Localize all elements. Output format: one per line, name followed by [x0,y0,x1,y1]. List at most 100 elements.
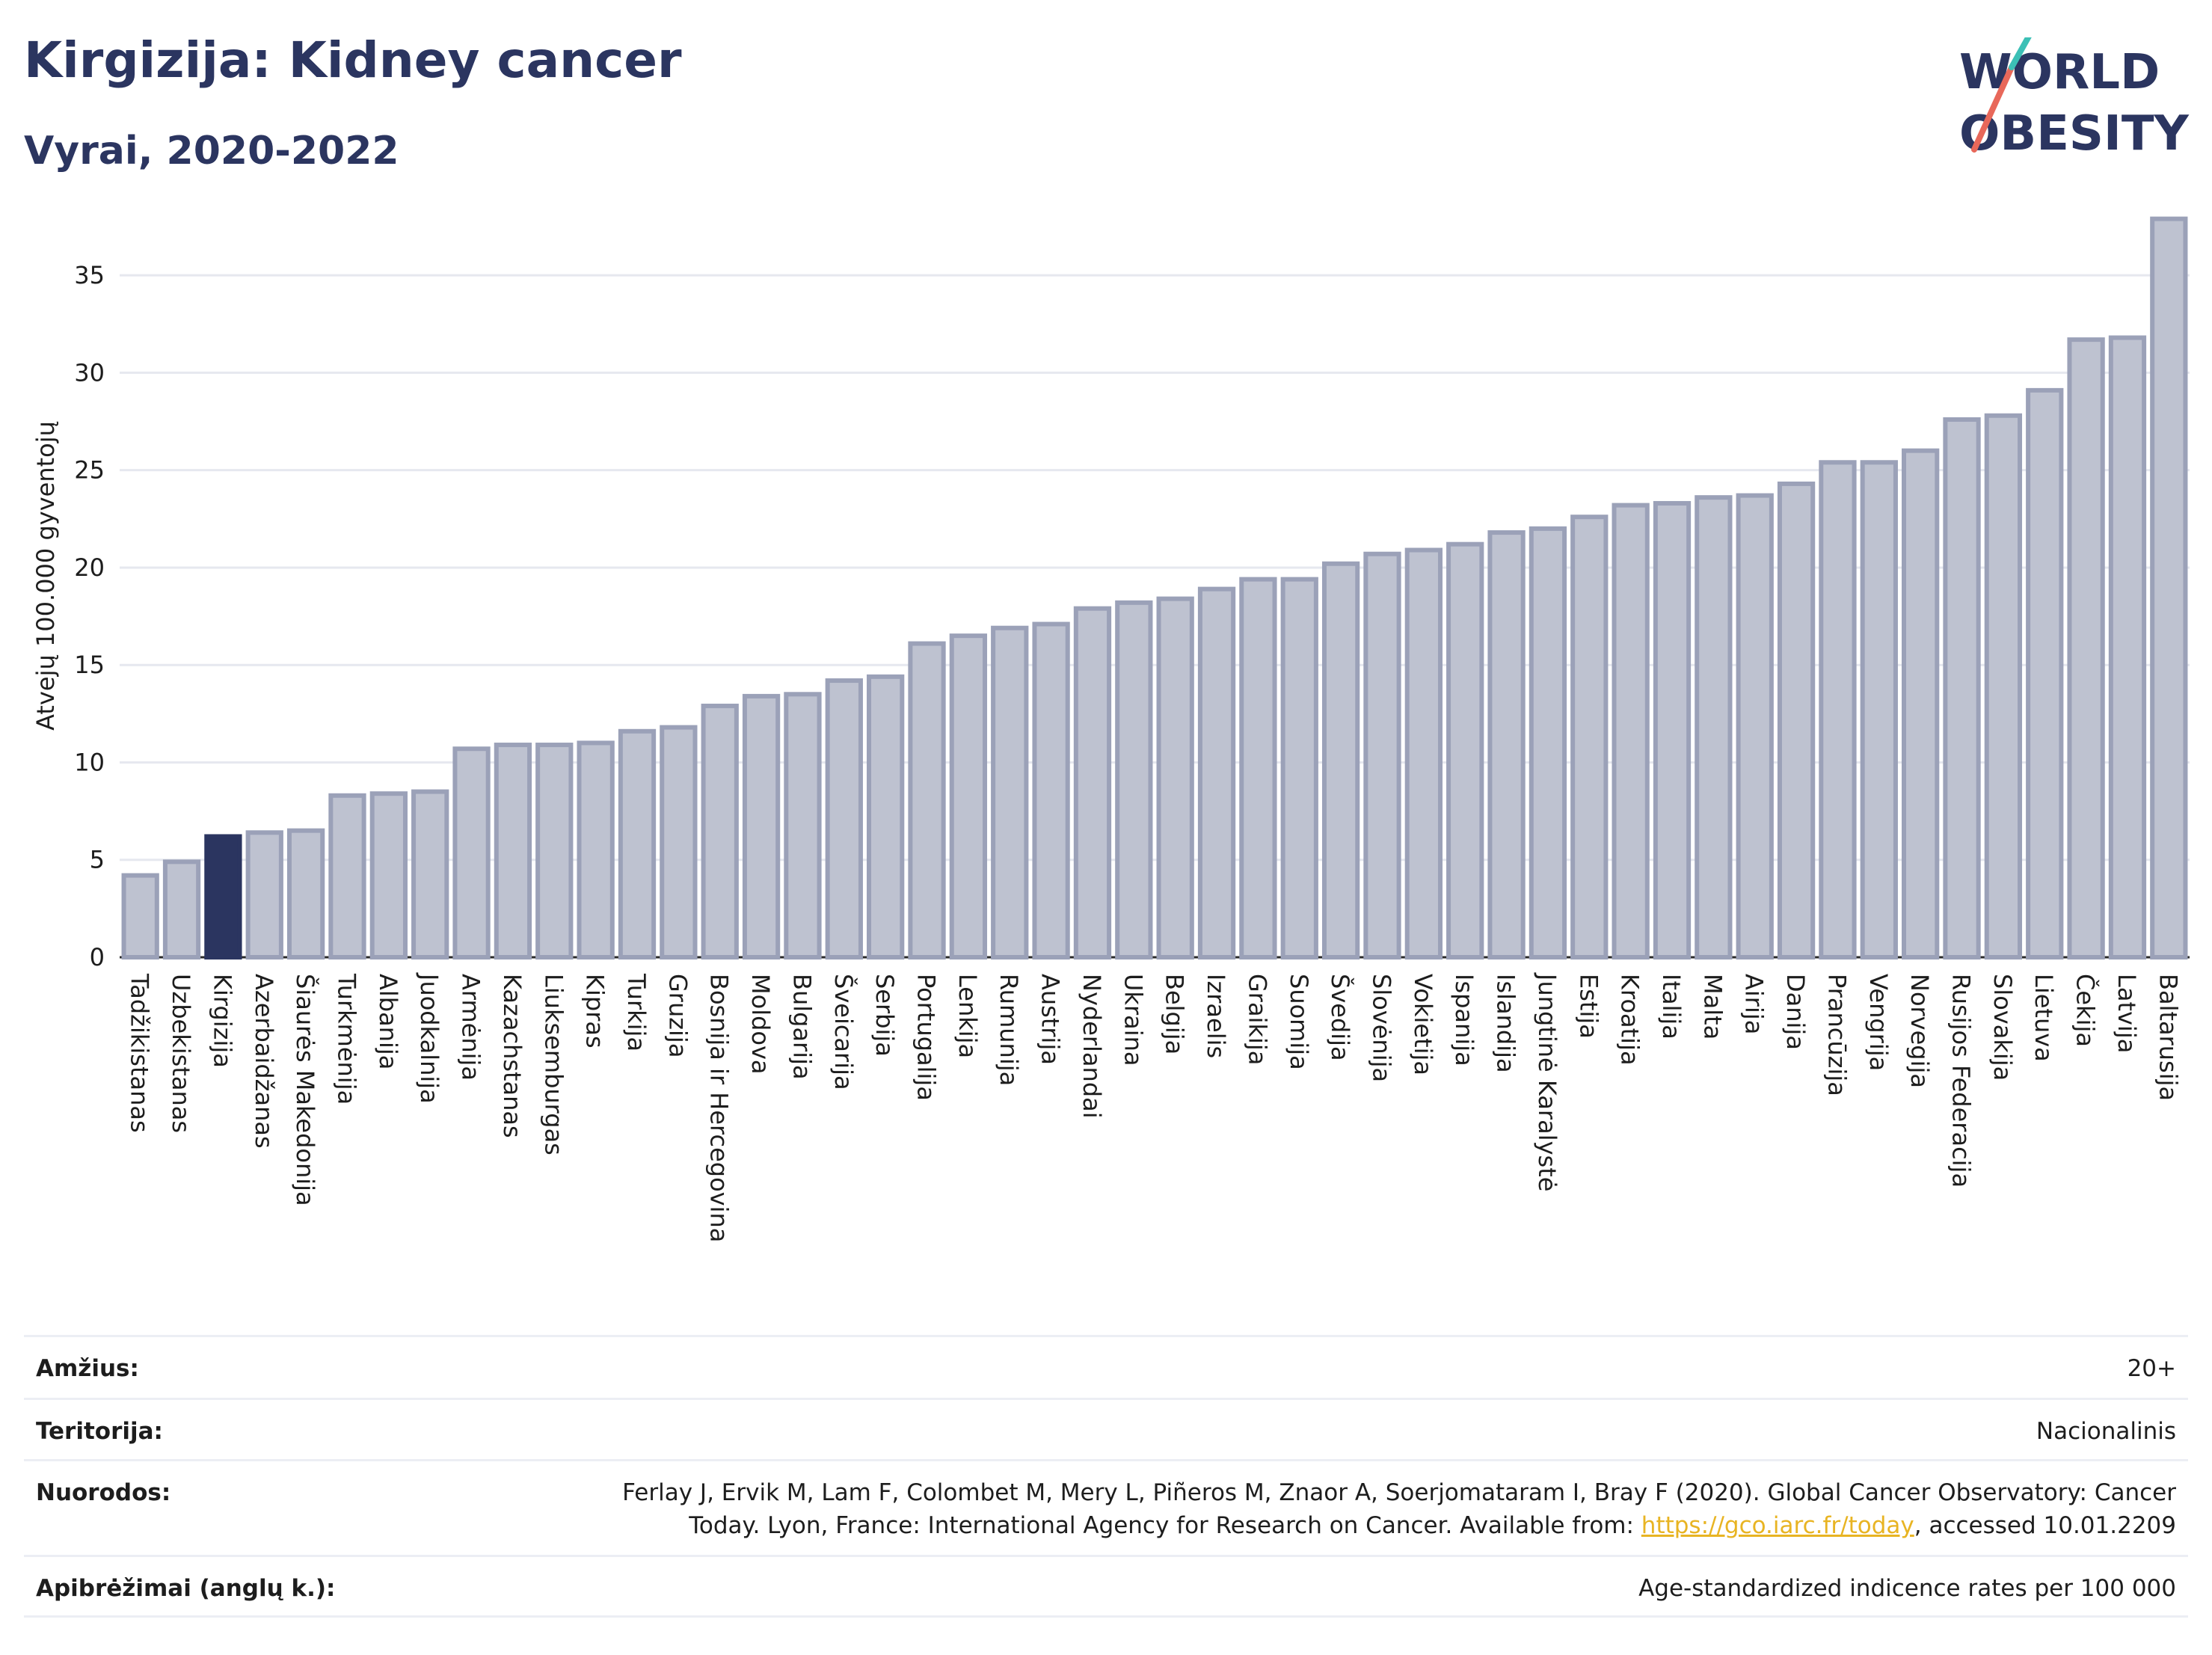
x-tick-label: Azerbaidžanas [250,974,278,1149]
bar [1570,515,1609,959]
bar [825,678,863,959]
x-tick-label: Ukraina [1119,974,1147,1066]
world-obesity-logo: WORLD OBESITY [1959,37,2189,162]
bar [411,789,449,959]
x-tick-label: Nyderlandai [1078,974,1106,1119]
bar [245,830,283,960]
bar [2026,387,2064,959]
bar [1156,596,1194,959]
page-subtitle: Vyrai, 2020-2022 [24,129,399,174]
bar [1860,460,1898,959]
references-line-2: Today. Lyon, France: International Agenc… [381,1509,2176,1542]
bar [1073,606,1112,959]
bar [618,728,657,960]
bar [867,674,905,959]
x-tick-label: Bulgarija [787,974,816,1080]
y-tick-label: 25 [74,456,105,485]
bar [1695,495,1733,959]
x-tick-label: Šiaurės Makedonija [291,974,320,1206]
definitions-label: Apibrėžimai (anglų k.): [36,1575,336,1602]
x-tick-label: Lietuva [2030,974,2058,1062]
x-tick-label: Šveicarija [829,974,858,1090]
metadata-table: Amžius: 20+ Teritorija: Nacionalinis Nuo… [24,1335,2188,1618]
bar [1612,503,1650,959]
x-tick-label: Austrija [1036,974,1065,1065]
x-tick-label: Rumunija [995,974,1023,1086]
bar [162,859,201,960]
bar [701,703,739,960]
bar [577,740,615,960]
references-label: Nuorodos: [36,1479,171,1506]
references-text: Today. Lyon, France: International Agenc… [689,1512,1641,1539]
meta-row-territory: Teritorija: Nacionalinis [24,1398,2188,1459]
x-tick-label: Vengrija [1864,974,1893,1071]
x-tick-label: Danija [1781,974,1810,1050]
bar [2067,337,2105,959]
bar [1529,526,1567,959]
x-tick-label: Čekija [2071,974,2101,1047]
territory-value: Nacionalinis [2036,1418,2176,1445]
bar [535,743,574,959]
territory-label: Teritorija: [36,1418,163,1445]
y-tick-label: 5 [90,846,105,874]
x-tick-label: Belgija [1161,974,1189,1054]
bar [1653,500,1692,959]
bar [1777,481,1816,959]
age-value: 20+ [2127,1355,2176,1382]
x-tick-label: Moldova [746,974,775,1075]
age-label: Amžius: [36,1355,139,1382]
bars [121,216,2188,960]
bar [452,746,491,959]
references-value: Ferlay J, Ervik M, Lam F, Colombet M, Me… [381,1476,2176,1542]
meta-row-age: Amžius: 20+ [24,1335,2188,1398]
x-tick-label: Airija [1740,974,1769,1034]
y-tick-label: 35 [74,261,105,289]
x-tick-labels: Tadžikistanas Uzbekistanas Kirgizija Azerba… [126,972,2183,1242]
bar [1239,577,1277,959]
x-tick-label: Graikija [1243,974,1271,1065]
bar [1446,541,1484,959]
y-tick-label: 0 [90,943,105,971]
bar [742,693,781,959]
definitions-value: Age-standardized indicence rates per 100… [1638,1575,2176,1602]
bar [2108,335,2147,959]
x-tick-label: Norvegija [1905,974,1934,1088]
x-tick-label: Baltarusija [2154,974,2182,1101]
bar [1115,600,1153,959]
bar [369,791,408,959]
bar [1197,586,1236,960]
x-tick-label: Lenkija [953,974,982,1058]
svg-text:OBESITY: OBESITY [1959,106,2189,162]
x-tick-label: Islandija [1492,974,1520,1073]
x-tick-label: Prancūzija [1822,974,1851,1096]
x-tick-label: Estija [1574,974,1603,1039]
x-tick-label: Malta [1698,974,1727,1040]
bar [1819,460,1857,959]
bar [1363,551,1401,959]
bar [1736,493,1774,959]
y-tick-label: 10 [74,748,105,776]
x-tick-label: Italija [1657,974,1686,1040]
x-tick-label: Kipras [581,974,609,1048]
x-tick-label: Gruzija [663,974,692,1057]
x-tick-label: Kroatija [1616,974,1644,1066]
bar [328,793,366,960]
y-tick-label: 20 [74,553,105,582]
bar-chart: 0 5 10 15 20 25 30 35 Tadžikistanas Uzbekistanas… [31,216,2190,1242]
x-tick-label: Juodkalnija [415,972,443,1104]
x-tick-label: Portugalija [912,974,941,1101]
x-tick-label: Serbija [870,974,899,1057]
y-tick-label: 15 [74,651,105,679]
x-tick-label: Slovakija [1988,974,2017,1081]
bar [1321,561,1360,959]
bar [908,641,946,959]
bar [286,828,325,959]
bar [991,625,1029,959]
x-tick-label: Suomija [1285,974,1313,1070]
references-link[interactable]: https://gco.iarc.fr/today [1641,1512,1914,1539]
x-tick-label: Vokietija [1409,974,1437,1075]
x-tick-label: Turkmėnija [332,973,360,1105]
bar [1404,547,1443,959]
y-tick-label: 30 [74,358,105,387]
x-tick-label: Armėnija [457,974,485,1081]
